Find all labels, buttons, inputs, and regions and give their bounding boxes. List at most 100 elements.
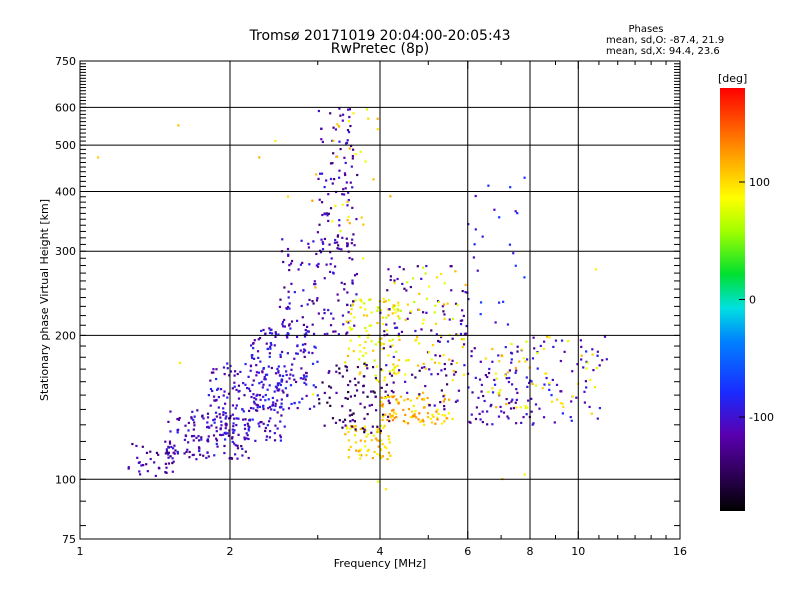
data-point <box>264 378 267 381</box>
data-point <box>353 434 357 437</box>
data-point <box>381 369 384 372</box>
data-point <box>461 289 464 293</box>
data-point <box>526 385 529 389</box>
data-point <box>260 329 263 333</box>
data-point <box>461 309 464 312</box>
data-point <box>470 413 473 416</box>
data-point <box>340 281 343 284</box>
tick-layer: 1 2 4 6 8 10 16 75 100 200 300 400 500 600 750 <box>55 55 687 558</box>
data-point <box>277 370 280 373</box>
data-point <box>351 303 354 306</box>
data-point <box>233 429 236 432</box>
data-point <box>442 400 445 403</box>
data-point <box>491 387 494 390</box>
data-point <box>367 117 370 120</box>
data-point <box>394 326 397 330</box>
data-point <box>252 341 255 345</box>
data-point <box>258 405 262 408</box>
data-point <box>233 417 236 420</box>
data-point <box>349 144 353 148</box>
data-point <box>506 323 510 326</box>
data-point <box>532 336 535 339</box>
data-point <box>461 345 464 349</box>
data-point <box>286 394 289 398</box>
data-point <box>346 139 349 142</box>
data-point <box>314 346 317 349</box>
data-point <box>384 300 387 303</box>
data-point <box>275 386 278 389</box>
data-point <box>224 438 227 441</box>
data-point <box>335 241 339 244</box>
data-point <box>219 416 222 419</box>
data-point <box>351 419 354 422</box>
data-point <box>435 276 439 279</box>
data-point <box>370 340 373 343</box>
data-point <box>262 328 265 332</box>
data-point <box>490 403 493 406</box>
data-point <box>409 415 412 419</box>
data-point <box>409 399 412 402</box>
data-point <box>243 423 246 427</box>
data-point <box>285 370 288 373</box>
data-point <box>508 243 512 246</box>
data-point <box>248 426 251 429</box>
data-point <box>550 394 553 397</box>
data-point <box>321 213 324 217</box>
data-point <box>451 317 454 320</box>
data-point <box>302 351 305 354</box>
data-point <box>234 453 237 456</box>
data-point <box>443 282 446 285</box>
data-point <box>241 408 244 411</box>
x-tick-label: 10 <box>571 545 585 558</box>
data-point <box>220 420 223 423</box>
data-point <box>406 391 409 394</box>
data-point <box>318 223 321 226</box>
data-point <box>436 418 439 421</box>
data-point <box>212 434 216 437</box>
data-point <box>388 299 391 302</box>
data-point <box>569 415 572 419</box>
data-point <box>359 298 363 302</box>
data-point <box>510 358 513 361</box>
data-point <box>412 414 415 417</box>
data-point <box>213 399 216 402</box>
data-point <box>223 390 226 393</box>
data-point <box>387 415 390 418</box>
data-point <box>281 320 285 324</box>
data-point <box>265 342 268 345</box>
data-point <box>431 343 435 347</box>
data-point <box>255 364 258 367</box>
data-point <box>270 366 273 370</box>
data-point <box>320 127 323 130</box>
data-point <box>334 128 338 131</box>
data-point <box>316 394 319 397</box>
data-point <box>527 399 530 402</box>
data-point <box>286 352 289 355</box>
data-point <box>359 371 362 374</box>
data-point <box>215 377 218 381</box>
data-point <box>389 275 392 278</box>
data-point <box>425 311 428 314</box>
data-point <box>363 431 366 434</box>
data-point <box>313 345 316 348</box>
data-point <box>257 356 260 359</box>
data-point <box>369 390 373 393</box>
data-point <box>340 248 343 251</box>
data-point <box>422 397 425 400</box>
data-point <box>370 439 373 442</box>
data-point <box>286 305 290 309</box>
data-point <box>277 371 280 374</box>
data-point <box>283 425 286 428</box>
data-point <box>404 413 407 417</box>
data-point <box>412 404 415 408</box>
data-point <box>377 380 380 383</box>
data-point <box>462 338 466 341</box>
data-point <box>252 347 255 350</box>
data-point <box>363 428 366 431</box>
data-point <box>398 265 401 269</box>
data-point <box>377 445 380 448</box>
data-point <box>375 365 379 368</box>
data-point <box>430 358 433 361</box>
data-point <box>433 311 436 314</box>
data-point <box>475 406 478 409</box>
